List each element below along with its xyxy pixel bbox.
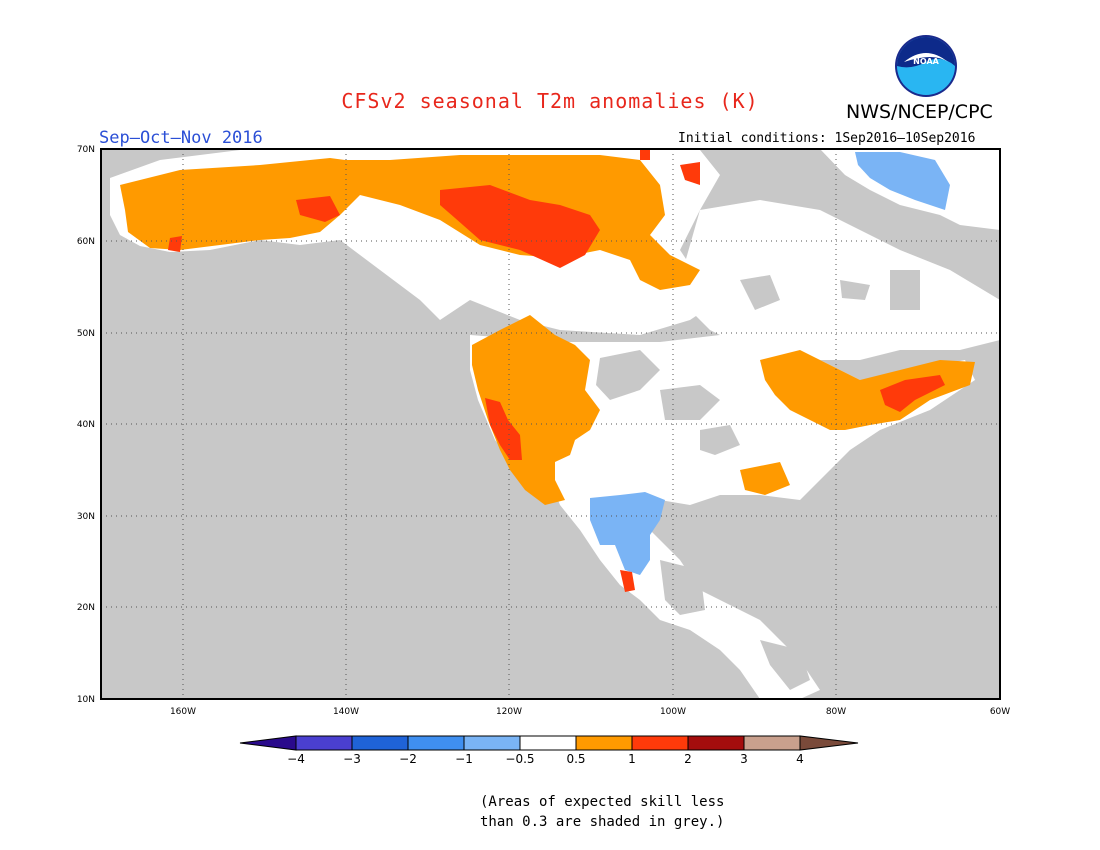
colorbar-tick-label: −0.5 xyxy=(505,752,534,766)
colorbar-swatch xyxy=(743,735,801,751)
agency-label: NWS/NCEP/CPC xyxy=(846,101,993,123)
colorbar-swatch xyxy=(295,735,353,751)
lon-label-160W: 160W xyxy=(170,707,196,717)
chart-title: CFSv2 seasonal T2m anomalies (K) xyxy=(341,89,759,113)
colorbar-arrow-low xyxy=(239,735,297,751)
colorbar-swatch xyxy=(407,735,465,751)
colorbar-swatch xyxy=(631,735,689,751)
lat-label-70N: 70N xyxy=(77,145,95,155)
hot-anomaly-new-england xyxy=(880,375,945,412)
latitude-labels: 70N 60N 50N 40N 30N 20N 10N xyxy=(77,145,95,705)
colorbar-tick-label: 2 xyxy=(684,752,692,766)
hot-anomaly-california xyxy=(485,398,522,460)
colorbar-tick-label: 4 xyxy=(796,752,804,766)
longitude-labels: 160W 140W 120W 100W 80W 60W xyxy=(170,707,1010,717)
colorbar: −4 −3 −2 −1 −0.5 0.5 1 2 3 4 xyxy=(239,735,859,766)
lat-label-50N: 50N xyxy=(77,329,95,339)
skill-note: (Areas of expected skill less than 0.3 a… xyxy=(480,792,724,832)
colorbar-tick-label: −3 xyxy=(343,752,361,766)
colorbar-swatch xyxy=(519,735,577,751)
skill-note-line-2: than 0.3 are shaded in grey.) xyxy=(480,814,725,830)
lon-label-120W: 120W xyxy=(496,707,522,717)
colorbar-tick-label: 0.5 xyxy=(566,752,585,766)
season-label: Sep–Oct–Nov 2016 xyxy=(99,128,263,148)
lat-label-10N: 10N xyxy=(77,695,95,705)
colorbar-swatch xyxy=(463,735,521,751)
lat-label-40N: 40N xyxy=(77,420,95,430)
gridlines xyxy=(101,149,1000,699)
map-frame xyxy=(100,148,1001,700)
lat-label-30N: 30N xyxy=(77,512,95,522)
warm-anomaly-northeast-us xyxy=(760,350,975,430)
cool-anomaly-greenland xyxy=(855,152,950,210)
colorbar-tick-label: 1 xyxy=(628,752,636,766)
hot-anomaly-nw-canada xyxy=(440,185,600,268)
lon-label-140W: 140W xyxy=(333,707,359,717)
colorbar-swatch xyxy=(687,735,745,751)
colorbar-arrow-high xyxy=(799,735,859,751)
colorbar-tick-label: −2 xyxy=(399,752,417,766)
colorbar-tick-label: 3 xyxy=(740,752,748,766)
warm-anomaly-western-us xyxy=(472,315,600,505)
lon-label-80W: 80W xyxy=(826,707,846,717)
lon-label-60W: 60W xyxy=(990,707,1010,717)
lat-label-60N: 60N xyxy=(77,237,95,247)
lat-label-20N: 20N xyxy=(77,603,95,613)
colorbar-tick-label: −4 xyxy=(287,752,305,766)
skill-note-line-1: (Areas of expected skill less xyxy=(480,794,725,810)
lon-label-100W: 100W xyxy=(660,707,686,717)
colorbar-swatch xyxy=(351,735,409,751)
initial-conditions: Initial conditions: 1Sep2016–10Sep2016 xyxy=(678,131,976,146)
cool-anomaly-southwest xyxy=(590,492,665,575)
colorbar-swatch xyxy=(575,735,633,751)
colorbar-tick-label: −1 xyxy=(455,752,473,766)
